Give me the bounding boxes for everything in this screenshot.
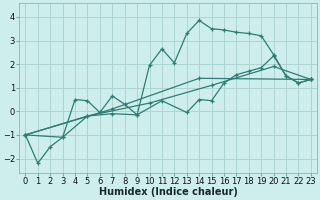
X-axis label: Humidex (Indice chaleur): Humidex (Indice chaleur) — [99, 187, 237, 197]
